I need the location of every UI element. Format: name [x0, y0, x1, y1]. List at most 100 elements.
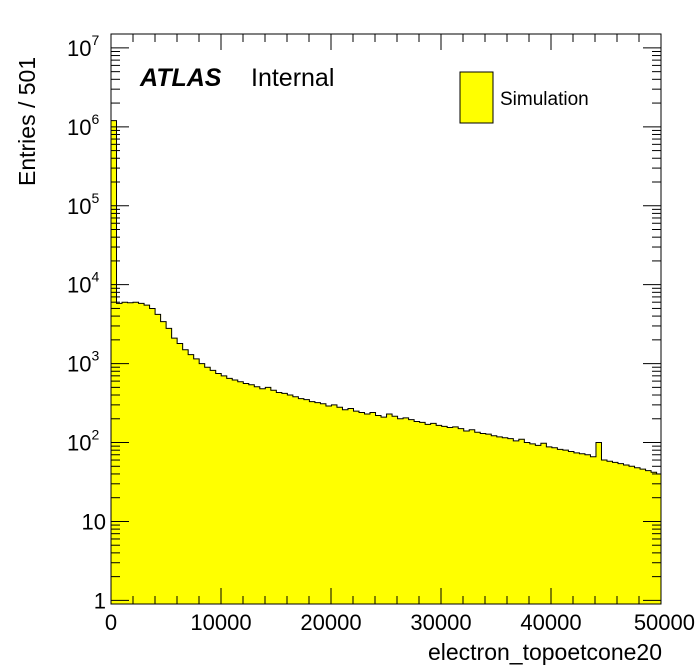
x-tick-label: 50000: [634, 610, 695, 635]
histogram-bar: [651, 472, 658, 604]
histogram-bar: [629, 466, 636, 604]
histogram-bar: [232, 379, 239, 604]
histogram-bar: [645, 470, 652, 604]
x-axis-title: electron_topoetcone20: [428, 639, 662, 665]
histogram-bar: [403, 417, 410, 604]
histogram-bar: [138, 303, 145, 604]
histogram-bar: [160, 321, 167, 604]
histogram-bar: [601, 460, 608, 604]
histogram-bar: [248, 384, 255, 604]
histogram-bar: [309, 401, 316, 604]
histogram-bar: [386, 413, 393, 604]
histogram-bar: [579, 453, 586, 604]
histogram-bar: [259, 388, 266, 604]
histogram-bar: [342, 409, 349, 604]
histogram-bar: [535, 445, 542, 604]
x-tick-label: 0: [105, 610, 117, 635]
histogram-bar: [557, 449, 564, 604]
histogram-bar: [491, 435, 498, 604]
y-axis-ticks: 1 10 102 103 104 105 106 107: [67, 32, 661, 613]
histogram-bar: [425, 424, 432, 604]
histogram-bar: [226, 378, 233, 604]
histogram-bar: [408, 419, 415, 604]
histogram-bar: [122, 302, 129, 604]
histogram-bar: [347, 408, 354, 604]
histogram-bar: [414, 421, 421, 604]
histogram-bar: [155, 314, 162, 604]
histogram-bar: [298, 398, 305, 604]
histogram-bar: [540, 443, 547, 604]
histogram-bar: [331, 404, 338, 604]
histogram-bar: [111, 120, 118, 604]
histogram-bar: [127, 302, 134, 604]
histogram-bar: [502, 437, 509, 604]
internal-label: Internal: [251, 64, 334, 92]
histogram-bar: [188, 354, 195, 604]
histogram-bar: [518, 439, 525, 604]
histogram-bar: [419, 422, 426, 604]
histogram-bar: [529, 443, 536, 604]
histogram-bar: [166, 328, 173, 604]
plot-frame: [110, 33, 662, 605]
histogram-bar: [397, 418, 404, 604]
histogram-bar: [210, 370, 217, 604]
histogram-bar: [496, 436, 503, 604]
histogram-bar: [325, 406, 332, 604]
x-tick-label: 20000: [300, 610, 361, 635]
histogram-bar: [640, 469, 647, 604]
histogram-bar: [254, 386, 261, 604]
x-axis-ticks: 0 10000 20000 30000 40000 50000: [105, 34, 695, 635]
histogram-bar: [485, 434, 492, 604]
histogram-bar: [287, 395, 294, 604]
histogram-bar: [568, 451, 575, 604]
histogram-bar: [353, 411, 360, 604]
histogram-bar: [265, 387, 272, 604]
histogram-bar: [204, 367, 211, 604]
histogram-bar: [303, 399, 310, 604]
y-tick-label: 10: [82, 509, 106, 534]
legend-swatch: [459, 71, 494, 124]
histogram-bar: [634, 467, 641, 604]
histogram-bar: [270, 390, 277, 604]
legend-label: Simulation: [500, 89, 589, 110]
y-tick-label: 102: [67, 427, 99, 456]
histogram-bar: [513, 440, 520, 604]
histogram-bar: [221, 375, 228, 604]
histogram-bar: [314, 402, 321, 604]
histogram-bar: [562, 450, 569, 604]
histogram-bar: [182, 349, 189, 604]
histogram-bar: [452, 426, 459, 604]
histogram-bar: [171, 338, 178, 604]
histogram-bar: [584, 454, 591, 604]
histogram-bar: [430, 423, 437, 604]
histogram-bar: [199, 363, 206, 604]
y-tick-label: 107: [67, 32, 99, 61]
histogram-bar: [144, 305, 151, 604]
histogram-bar: [177, 343, 184, 604]
histogram-bar: [524, 442, 531, 604]
histogram-bar: [193, 358, 200, 604]
histogram-bar: [606, 461, 614, 604]
histogram-bar: [281, 393, 288, 604]
histogram-bar: [551, 447, 558, 604]
y-tick-label: 106: [67, 111, 99, 140]
histogram-bar: [243, 383, 250, 604]
x-tick-label: 10000: [190, 610, 251, 635]
histogram-bar: [381, 417, 388, 604]
histogram-bar: [358, 412, 366, 604]
histogram-bar: [237, 381, 244, 604]
histogram-bar: [458, 428, 465, 604]
histogram-bar: [463, 431, 470, 604]
histogram-bar: [573, 452, 580, 604]
histogram-bar: [116, 303, 123, 604]
histogram-bar: [436, 425, 443, 604]
histogram-bar: [623, 464, 630, 604]
histogram-bar: [370, 412, 377, 604]
x-tick-label: 40000: [520, 610, 581, 635]
histogram-bar: [320, 403, 327, 604]
histogram-bar: [618, 463, 625, 604]
histogram-bar: [336, 407, 343, 604]
histogram-bar: [595, 442, 602, 604]
atlas-label: ATLAS: [139, 64, 222, 92]
